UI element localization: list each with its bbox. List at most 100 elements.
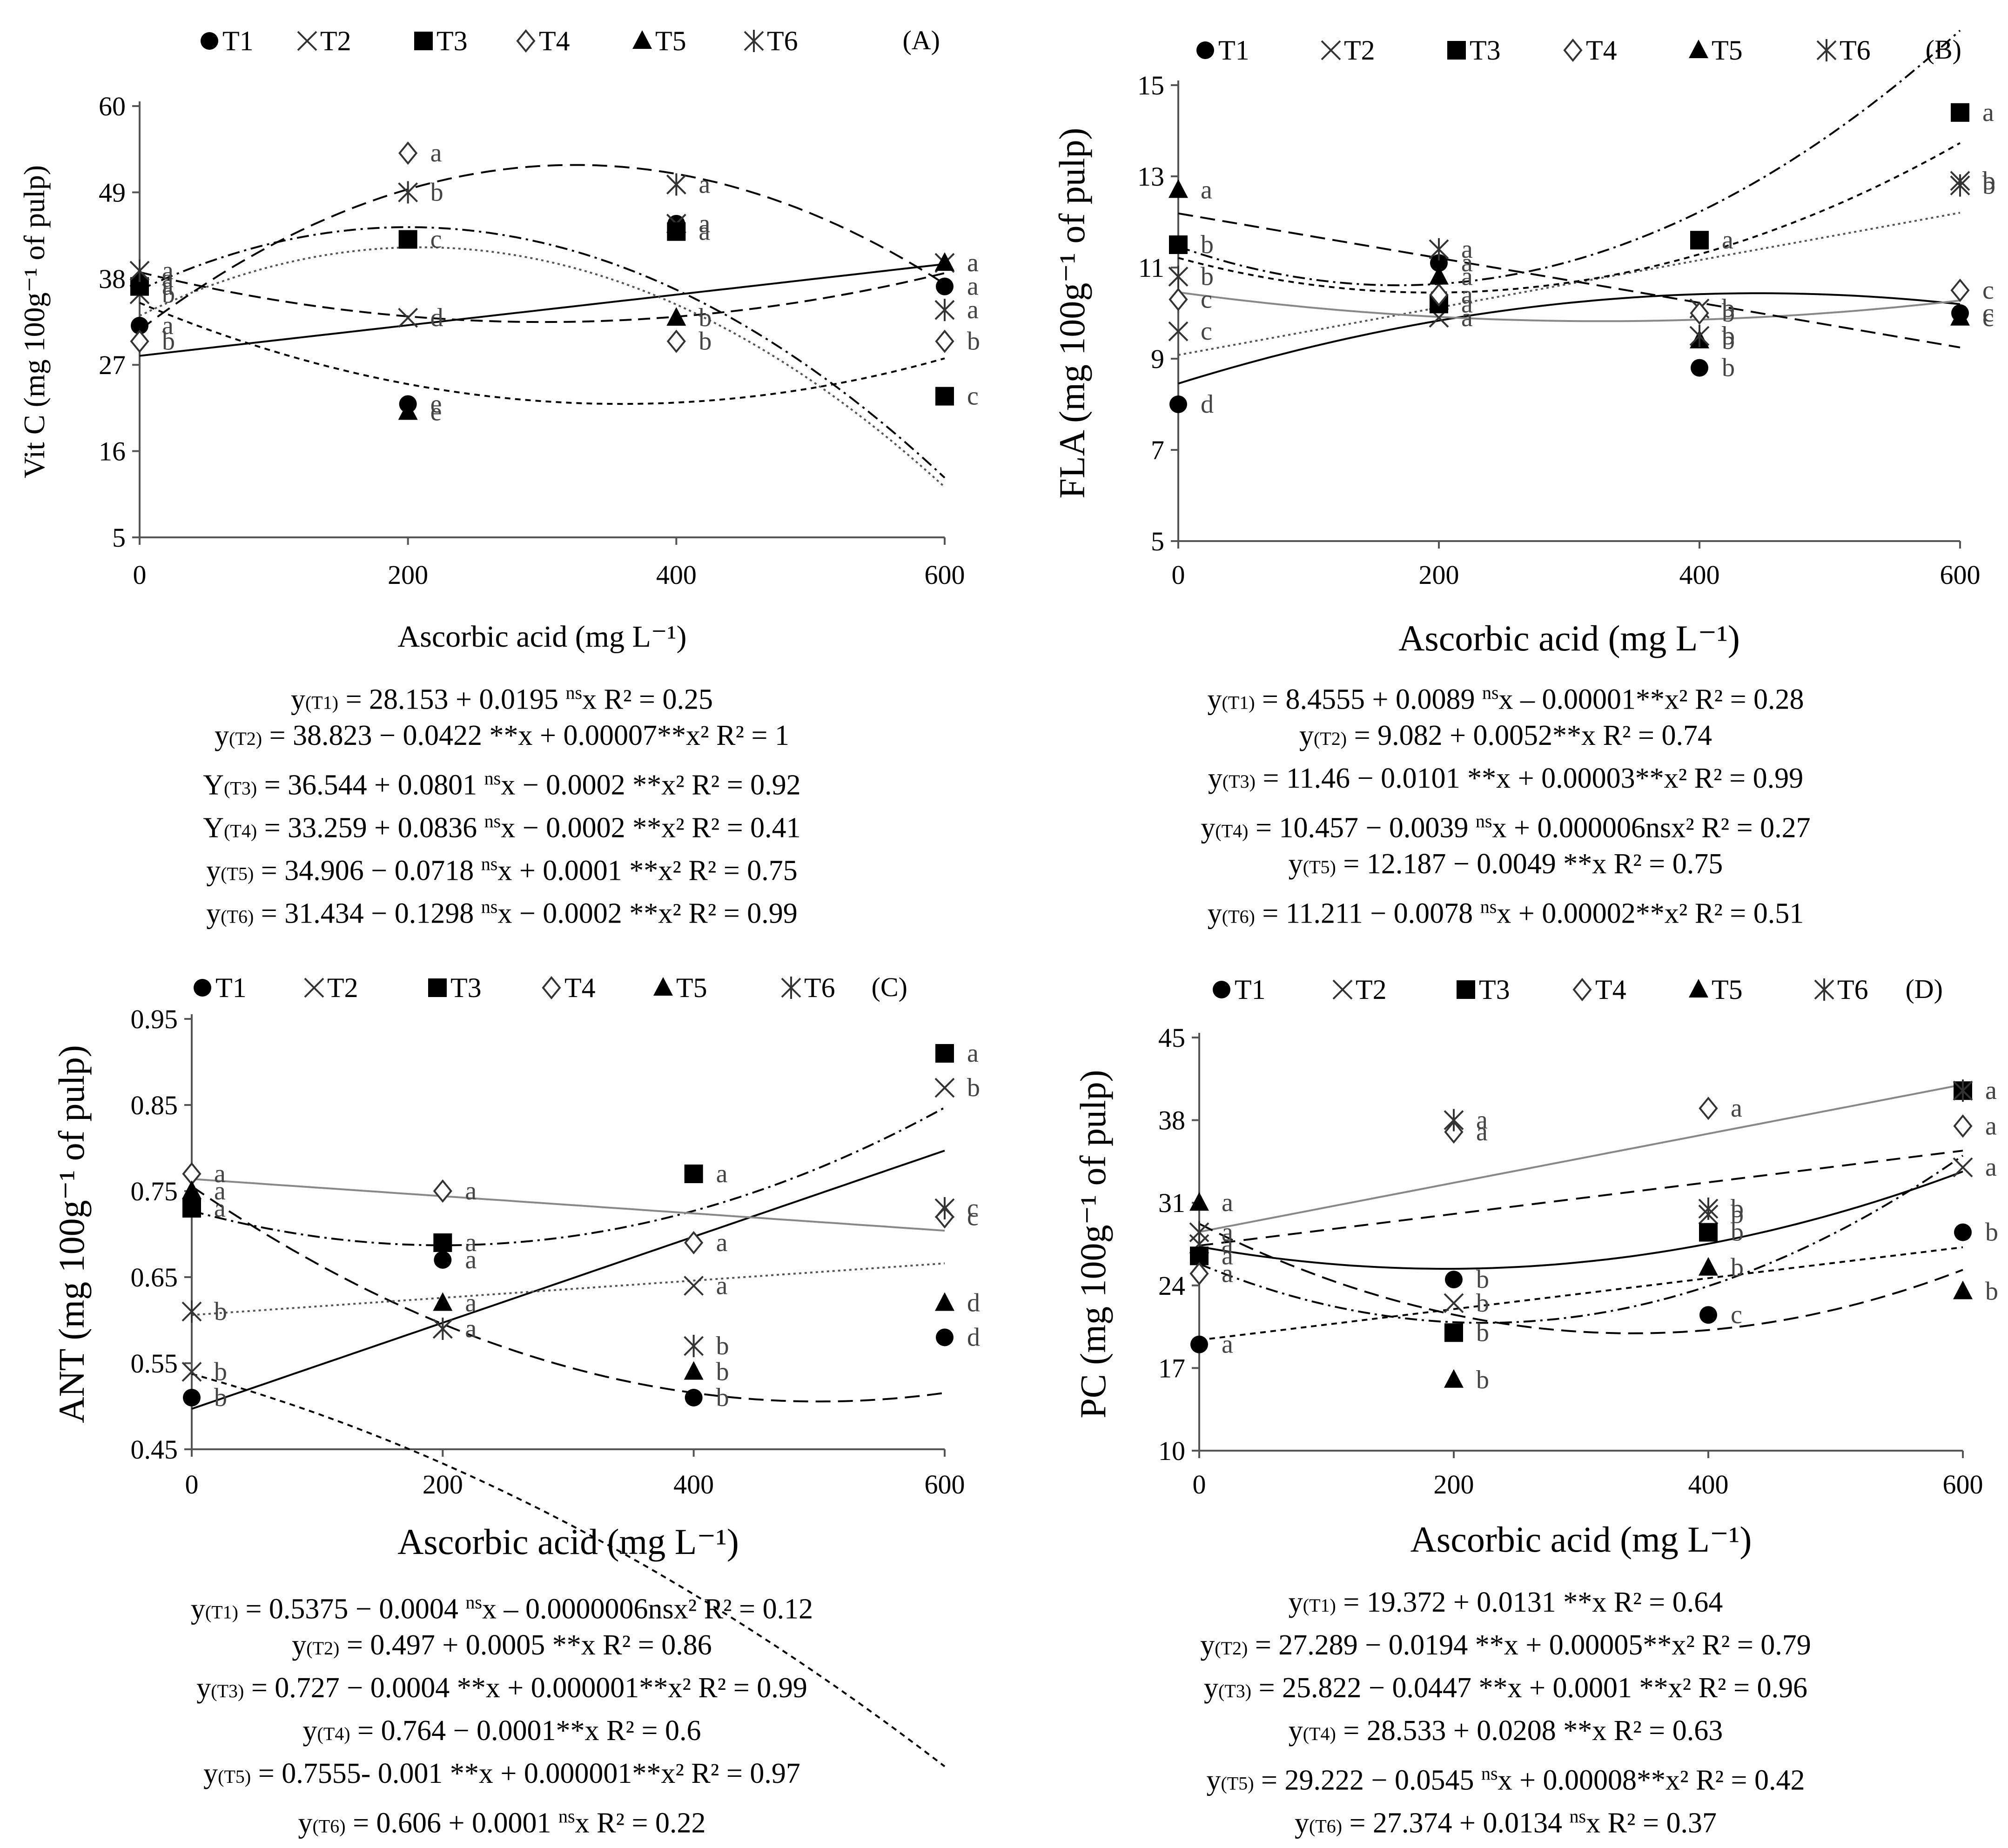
y-tick-label: 17 <box>1158 1353 1185 1383</box>
significance-letter: a <box>465 1314 477 1343</box>
equation-subscript: (T5) <box>218 1766 251 1787</box>
equation-text: y <box>1288 848 1303 880</box>
y-tick-label: 60 <box>99 91 126 121</box>
regression-equation: y(T6) = 11.211 − 0.0078 nsx + 0.00002**x… <box>1004 885 2008 930</box>
fit-line-t1 <box>1178 292 1961 385</box>
equation-text: y <box>1207 897 1222 930</box>
data-point-t6 <box>1168 265 1189 288</box>
significance-letter: b <box>967 1073 980 1102</box>
regression-equation: y(T3) = 11.46 − 0.0101 **x + 0.00003**x²… <box>1004 757 2008 800</box>
fit-line-t4 <box>1199 1084 1963 1233</box>
significance-letter: b <box>698 327 712 356</box>
legend-label: T6 <box>1840 35 1871 66</box>
significance-letter: a <box>967 248 979 277</box>
significance-letter: b <box>1722 326 1735 355</box>
legend-item-t1: T1 <box>201 26 254 56</box>
legend-label: T6 <box>804 972 835 1003</box>
regression-equation: y(T1) = 8.4555 + 0.0089 nsx – 0.00001**x… <box>1004 671 2008 716</box>
data-point-t2 <box>398 308 418 328</box>
data-point-t1 <box>936 1328 954 1346</box>
fit-line-t3 <box>191 1106 945 1246</box>
data-point-t6 <box>398 181 418 204</box>
equation-text: x R² = 0.22 <box>575 1807 706 1839</box>
fit-line-t2 <box>1199 1171 1963 1270</box>
y-tick-label: 11 <box>1138 253 1164 283</box>
significance-letter: a <box>1461 281 1473 309</box>
y-axis-label: FLA (mg 100g⁻¹ of pulp) <box>1052 128 1092 499</box>
significance-letter: a <box>214 1159 226 1188</box>
data-point-t5 <box>1169 179 1188 198</box>
chart-panel-b: 5 7 9 11 13 15 0 200 400 600 Ascorbic acid (mg L⁻¹… <box>1052 29 1995 658</box>
y-tick-label: 0.45 <box>131 1434 178 1465</box>
chart-panel-c: 0.45 0.55 0.65 0.75 0.85 0.95 0 200 400 600 Ascorb… <box>51 972 980 1768</box>
equation-subscript: (T6) <box>1309 1815 1343 1837</box>
x-tick-label: 400 <box>656 560 697 590</box>
y-tick-label: 0.55 <box>131 1348 178 1379</box>
significance-letter: a <box>1985 1111 1997 1140</box>
equation-subscript: (T3) <box>1218 1681 1252 1701</box>
equation-text: = 28.153 + 0.0195 <box>338 683 566 716</box>
data-point-t1 <box>1445 1271 1463 1289</box>
legend-label: T4 <box>564 972 596 1003</box>
equation-superscript: ns <box>1569 1806 1586 1827</box>
regression-equation: y(T2) = 27.289 − 0.0194 **x + 0.00005**x… <box>1004 1624 2008 1667</box>
equation-superscript: ns <box>558 1806 575 1827</box>
equation-text: = 27.289 − 0.0194 **x + 0.00005**x² R² =… <box>1248 1629 1811 1661</box>
fit-line-t2 <box>139 271 945 323</box>
x-tick-label: 600 <box>1940 560 1981 590</box>
legend-label: T3 <box>450 972 482 1003</box>
significance-letter: a <box>1982 98 1994 127</box>
legend-item-t5: T5 <box>1689 35 1743 66</box>
significance-letter: e <box>430 389 442 418</box>
significance-letter: a <box>1476 1106 1488 1135</box>
equations-D: y(T1) = 19.372 + 0.0131 **x R² = 0.64 y(T… <box>1004 1581 2008 1839</box>
equation-subscript: (T1) <box>205 1601 238 1623</box>
equation-text: y <box>1207 683 1222 716</box>
regression-equation: Y(T3) = 36.544 + 0.0801 nsx − 0.0002 **x… <box>0 757 1004 801</box>
significance-letter: b <box>162 327 175 356</box>
equation-subscript: (T1) <box>1222 692 1255 713</box>
data-point-t3 <box>1169 235 1188 254</box>
legend-item-t1: T1 <box>194 972 247 1003</box>
significance-letter: b <box>1476 1318 1489 1347</box>
data-point-t3 <box>667 222 686 241</box>
x-axis-label: Ascorbic acid (mg L⁻¹) <box>397 1521 739 1562</box>
legend-item-t3: T3 <box>1457 974 1510 1005</box>
legend-marker-x <box>1332 979 1353 1000</box>
significance-letter: d <box>1201 390 1214 419</box>
equation-text: = 0.497 + 0.0005 **x R² = 0.86 <box>339 1629 712 1661</box>
data-point-t3 <box>1699 1223 1718 1242</box>
equation-text: = 29.222 − 0.0545 <box>1254 1764 1481 1796</box>
significance-letter: b <box>1722 299 1735 328</box>
x-axis-label: Ascorbic acid (mg L⁻¹) <box>398 620 687 654</box>
legend-item-t5: T5 <box>1689 974 1743 1005</box>
significance-letter: a <box>465 1289 477 1318</box>
equation-text: x + 0.0001 **x² R² = 0.75 <box>497 855 798 887</box>
data-point-t6 <box>934 299 955 321</box>
regression-equation: y(T3) = 25.822 − 0.0447 **x + 0.0001 **x… <box>1004 1667 2008 1709</box>
equations-B: y(T1) = 8.4555 + 0.0089 nsx – 0.00001**x… <box>1004 671 2008 930</box>
y-tick-label: 38 <box>99 264 126 294</box>
significance-letter: a <box>967 248 979 277</box>
data-point-t6 <box>1689 325 1710 347</box>
equation-text: y <box>1201 812 1216 844</box>
data-point-t4 <box>1950 278 1970 302</box>
y-tick-label: 7 <box>1151 435 1164 465</box>
significance-letter: c <box>1201 317 1212 346</box>
legend-label: T1 <box>1235 974 1266 1005</box>
significance-letter: a <box>430 139 442 167</box>
equation-subscript: (T6) <box>1222 906 1255 927</box>
significance-letter: d <box>967 1323 980 1352</box>
data-point-t6 <box>1444 1109 1464 1132</box>
data-point-t5 <box>1953 1280 1973 1299</box>
equation-subscript: (T1) <box>305 692 339 713</box>
data-point-t6 <box>1429 238 1449 261</box>
equation-subscript: (T6) <box>221 906 254 927</box>
significance-letter: b <box>1985 1277 1998 1306</box>
data-point-t4 <box>1169 288 1188 311</box>
data-point-t1 <box>1699 1306 1717 1324</box>
significance-letter: a <box>1222 1330 1233 1359</box>
fit-line-t3 <box>1199 1155 1964 1324</box>
x-tick-label: 400 <box>673 1469 714 1500</box>
